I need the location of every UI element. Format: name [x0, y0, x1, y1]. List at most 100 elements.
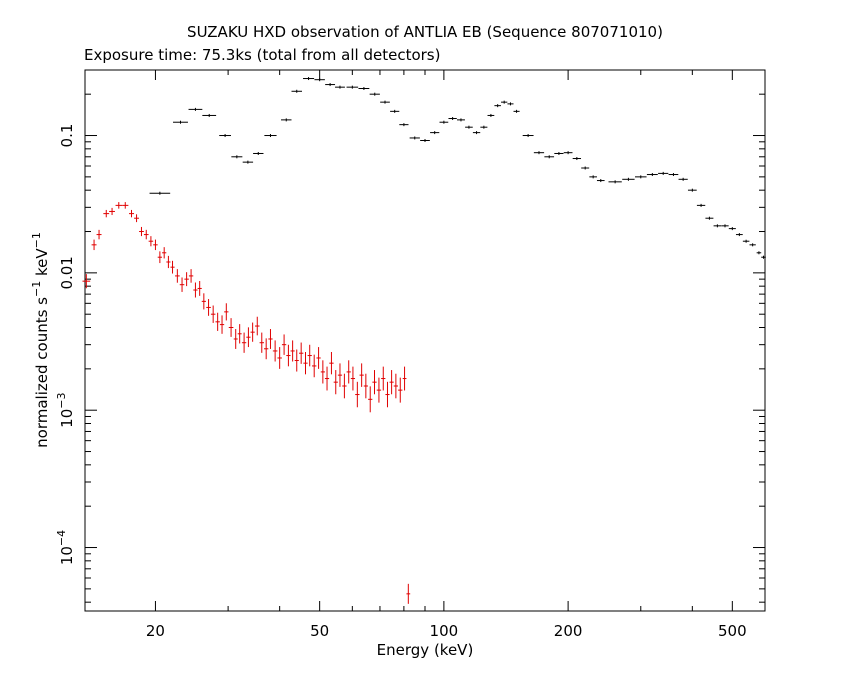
data-point: [487, 113, 495, 117]
data-point: [346, 360, 351, 384]
data-point: [728, 227, 736, 231]
data-point: [215, 312, 220, 331]
data-point: [589, 175, 597, 179]
data-point: [581, 166, 590, 170]
data-point: [533, 151, 545, 155]
data-point: [184, 272, 189, 287]
data-point: [390, 109, 400, 113]
y-axis-label-unit: keV: [33, 248, 51, 281]
data-point: [162, 247, 167, 259]
data-point: [290, 340, 295, 362]
data-point: [197, 281, 202, 296]
data-point: [337, 363, 343, 387]
data-point: [281, 118, 292, 122]
data-point: [325, 83, 336, 87]
data-point: [363, 373, 368, 399]
data-point: [480, 125, 488, 129]
plot-frame: [84, 69, 766, 612]
data-point: [687, 188, 697, 192]
data-point: [359, 363, 364, 387]
data-point: [149, 191, 171, 195]
data-point: [358, 86, 370, 90]
data-point: [188, 269, 194, 283]
data-point: [472, 131, 481, 135]
data-point: [372, 370, 377, 395]
data-point: [355, 381, 360, 408]
y-tick-text: 10−4: [55, 530, 76, 565]
data-point: [109, 207, 115, 216]
data-point: [563, 151, 573, 155]
data-point: [350, 366, 356, 391]
data-point: [303, 77, 315, 81]
data-point: [324, 366, 330, 391]
y-axis-label-exp1: −1: [30, 281, 43, 297]
data-point: [522, 134, 534, 138]
data-point: [91, 239, 97, 251]
x-tick-label: 50: [310, 622, 329, 640]
data-point: [103, 209, 110, 218]
data-point: [303, 352, 308, 375]
data-point: [115, 202, 123, 209]
data-point: [448, 117, 457, 121]
data-point: [380, 100, 390, 104]
data-point: [134, 214, 140, 223]
data-point: [157, 251, 163, 264]
y-tick-text: 10−3: [55, 393, 76, 428]
data-point: [242, 160, 254, 164]
data-point: [456, 118, 465, 122]
data-point: [329, 352, 334, 375]
x-tick-labels: 20 50 100 200 500: [146, 622, 747, 640]
data-point: [554, 151, 564, 155]
data-point: [544, 155, 555, 159]
data-point: [224, 303, 229, 321]
data-point: [494, 104, 501, 108]
data-point: [420, 138, 430, 142]
data-point: [166, 255, 171, 269]
data-point: [342, 373, 347, 399]
data-point: [193, 282, 198, 298]
data-point: [201, 293, 206, 310]
data-point: [250, 322, 255, 342]
y-tick-text: 0.1: [58, 124, 76, 148]
data-point: [333, 370, 338, 395]
data-point: [713, 224, 722, 228]
data-point: [402, 366, 407, 391]
series-1: [82, 202, 411, 604]
data-point: [314, 78, 325, 82]
data-point: [148, 236, 154, 247]
data-point: [596, 179, 605, 183]
data-point: [188, 107, 203, 111]
data-point: [255, 316, 260, 336]
data-point: [143, 229, 149, 240]
y-tick-label: 0.01: [58, 256, 76, 289]
data-point: [153, 239, 158, 251]
data-point: [381, 366, 386, 391]
data-point: [294, 349, 299, 372]
x-tick-label: 100: [430, 622, 459, 640]
data-point: [82, 274, 91, 289]
data-point: [735, 233, 743, 237]
data-point: [756, 251, 762, 255]
data-point: [608, 180, 622, 184]
y-tick-exponent: −4: [55, 530, 68, 546]
data-point: [219, 315, 225, 334]
data-point: [307, 344, 312, 367]
data-point: [281, 334, 287, 355]
data-point: [268, 329, 273, 349]
y-tick-label: 10−4: [55, 530, 76, 565]
data-point: [439, 120, 449, 124]
data-point: [320, 360, 325, 384]
data-point: [705, 216, 714, 220]
y-tick-text: 0.01: [58, 256, 76, 289]
data-point: [399, 123, 409, 127]
y-tick-label: 10−3: [55, 393, 76, 428]
data-point: [264, 134, 277, 138]
y-tick-base: 10: [58, 409, 76, 428]
data-point: [721, 224, 729, 228]
data-point: [128, 209, 135, 218]
data-point: [368, 386, 373, 413]
data-point: [658, 171, 669, 175]
data-point: [277, 347, 282, 369]
